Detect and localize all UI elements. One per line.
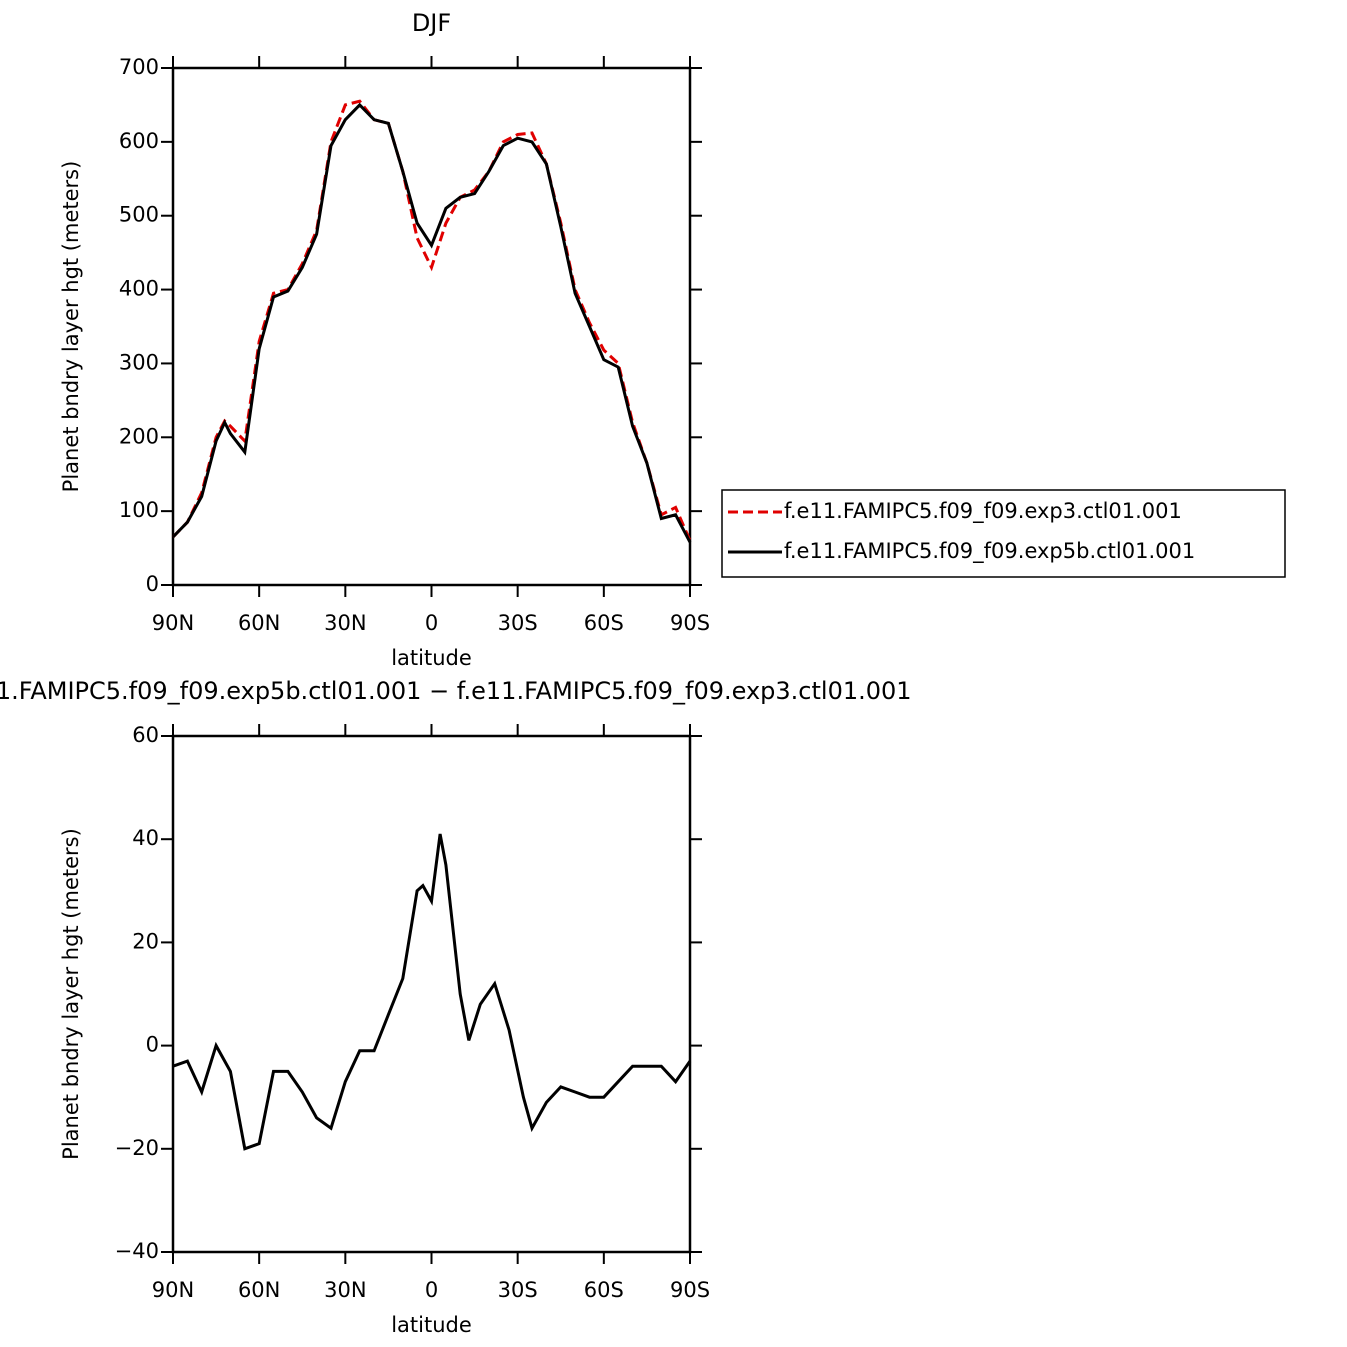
y-tick-label: 600 xyxy=(119,129,159,153)
y-tick-label: 300 xyxy=(119,350,159,374)
y-tick-label: 20 xyxy=(132,929,159,953)
x-tick-label: 30S xyxy=(498,1278,538,1302)
data-line xyxy=(171,102,692,543)
y-tick-label: 400 xyxy=(119,277,159,301)
chart-title: f.e11.FAMIPC5.f09_f09.exp5b.ctl01.001 − … xyxy=(0,677,912,705)
y-tick-label: 40 xyxy=(132,826,159,850)
y-tick-label: 0 xyxy=(146,572,159,596)
x-tick-label: 90S xyxy=(670,1278,710,1302)
chart-title: DJF xyxy=(412,9,451,37)
y-tick-label: −40 xyxy=(115,1239,159,1263)
x-tick-label: 60N xyxy=(238,1278,280,1302)
y-tick-label: 700 xyxy=(119,55,159,79)
y-axis-label: Planet bndry layer hgt (meters) xyxy=(59,161,83,493)
x-tick-label: 90S xyxy=(670,611,710,635)
x-tick-label: 0 xyxy=(425,611,438,635)
data-line xyxy=(172,833,692,1151)
x-tick-label: 30N xyxy=(324,1278,366,1302)
legend-box xyxy=(721,489,1286,578)
data-line xyxy=(171,99,692,542)
legend-label: f.e11.FAMIPC5.f09_f09.exp3.ctl01.001 xyxy=(784,499,1182,524)
x-tick-label: 30N xyxy=(324,611,366,635)
y-tick-label: 500 xyxy=(119,203,159,227)
x-tick-label: 90N xyxy=(152,1278,194,1302)
y-tick-label: −20 xyxy=(115,1136,159,1160)
x-tick-label: 30S xyxy=(498,611,538,635)
y-axis-label: Planet bndry layer hgt (meters) xyxy=(59,828,83,1160)
x-axis-label: latitude xyxy=(391,646,472,670)
x-tick-label: 60S xyxy=(584,1278,624,1302)
y-tick-label: 200 xyxy=(119,424,159,448)
y-tick-label: 60 xyxy=(132,723,159,747)
x-axis-label: latitude xyxy=(391,1313,472,1337)
x-tick-label: 60N xyxy=(238,611,280,635)
y-tick-label: 0 xyxy=(146,1033,159,1057)
plot-frame xyxy=(171,66,692,587)
x-tick-label: 60S xyxy=(584,611,624,635)
x-tick-label: 0 xyxy=(425,1278,438,1302)
plot-frame xyxy=(171,734,692,1254)
y-tick-label: 100 xyxy=(119,498,159,522)
x-tick-label: 90N xyxy=(152,611,194,635)
legend-label: f.e11.FAMIPC5.f09_f09.exp5b.ctl01.001 xyxy=(784,539,1195,564)
